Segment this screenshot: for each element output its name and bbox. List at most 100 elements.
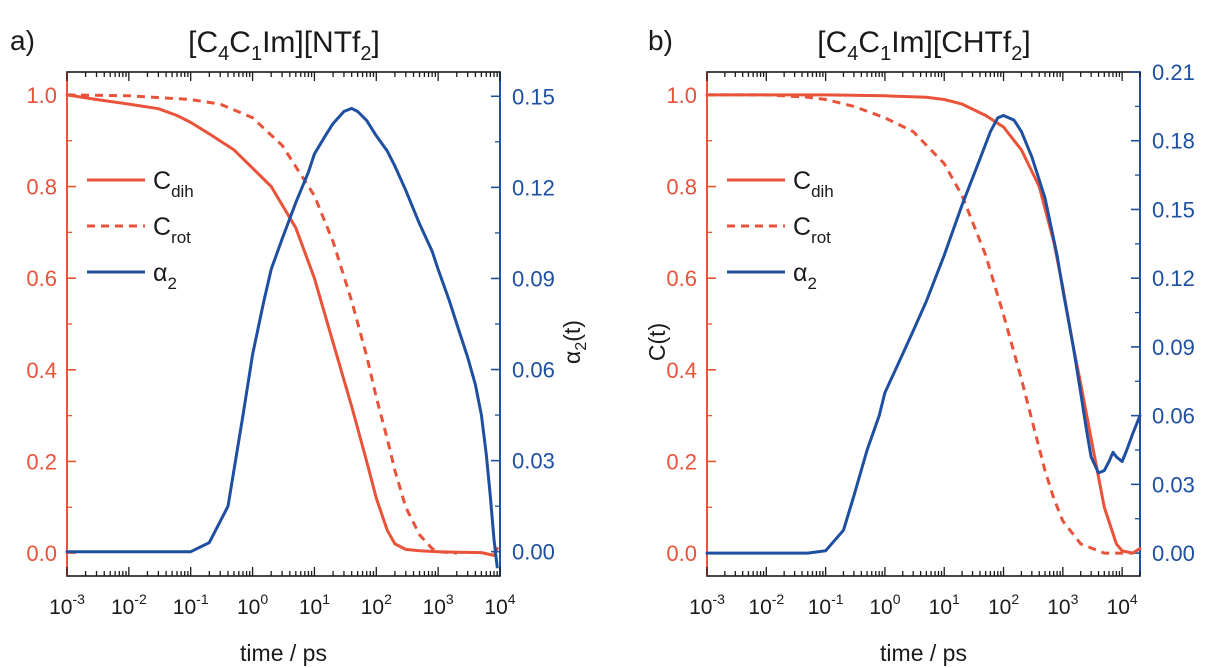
- legend-label-subscript: 2: [807, 274, 816, 293]
- x-tick-exponent: 2: [384, 591, 392, 607]
- x-tick-label: 102: [988, 591, 1019, 619]
- right-y-title-subscript: 2: [573, 342, 590, 351]
- x-tick-exponent: -1: [196, 591, 209, 607]
- left-y-tick-label: 0.6: [26, 266, 57, 291]
- x-tick-label: 10-3: [689, 591, 725, 619]
- legend-label: α2: [793, 259, 817, 293]
- title-text: ]: [1022, 26, 1030, 59]
- x-tick-base: 10: [299, 596, 322, 619]
- x-tick-exponent: 1: [952, 591, 960, 607]
- left-y-tick-label: 1.0: [666, 83, 697, 108]
- x-tick-label: 104: [1107, 591, 1138, 619]
- x-tick-exponent: 0: [260, 591, 268, 607]
- x-axis-title: time / ps: [240, 640, 327, 666]
- right-y-tick-label: 0.15: [512, 84, 555, 109]
- x-tick-label: 103: [423, 591, 454, 619]
- left-y-tick-label: 0.8: [26, 175, 57, 200]
- x-tick-base: 10: [111, 596, 134, 619]
- title-text: [C: [188, 26, 218, 59]
- legend-label-subscript: 2: [167, 274, 176, 293]
- x-tick-label: 100: [869, 591, 900, 619]
- x-tick-base: 10: [988, 596, 1011, 619]
- left-y-tick-label: 0.0: [666, 541, 697, 566]
- series-line-crot: [707, 93, 1133, 555]
- title-subscript: 1: [880, 43, 891, 65]
- x-tick-base: 10: [484, 596, 507, 619]
- legend-label-main: C: [793, 213, 811, 241]
- right-y-tick-label: 0.09: [1152, 335, 1195, 360]
- series-line-alpha2: [705, 114, 1142, 555]
- series-line-cdih: [65, 93, 499, 557]
- title-text: C: [229, 26, 251, 59]
- x-tick-base: 10: [173, 596, 196, 619]
- x-tick-label: 100: [237, 591, 268, 619]
- chart-title: [C4C1Im][NTf2]: [188, 26, 380, 65]
- left-y-tick-label: 0.2: [666, 449, 697, 474]
- x-tick-base: 10: [1047, 596, 1070, 619]
- right-y-title-suffix: (t): [559, 320, 585, 342]
- title-text: Im][CHTf: [891, 26, 1012, 59]
- left-y-tick-label: 0.4: [26, 358, 57, 383]
- right-y-tick-label: 0.03: [512, 449, 555, 474]
- x-tick-exponent: -3: [712, 591, 725, 607]
- right-y-tick-label: 0.15: [1152, 197, 1195, 222]
- x-tick-exponent: 2: [1011, 591, 1019, 607]
- legend-label: α2: [153, 259, 177, 293]
- x-axis-title: time / ps: [880, 640, 967, 666]
- title-text: ]: [372, 26, 380, 59]
- x-tick-exponent: -2: [134, 591, 147, 607]
- x-tick-exponent: 4: [1130, 591, 1138, 607]
- panel-letter: b): [648, 25, 673, 56]
- chart-title: [C4C1Im][CHTf2]: [817, 26, 1030, 65]
- x-tick-label: 101: [299, 591, 330, 619]
- x-tick-exponent: -1: [831, 591, 844, 607]
- x-tick-exponent: 4: [508, 591, 516, 607]
- left-y-tick-label: 0.8: [666, 175, 697, 200]
- x-tick-exponent: -2: [772, 591, 785, 607]
- x-tick-base: 10: [1107, 596, 1130, 619]
- series-line-crot: [66, 93, 457, 555]
- left-y-tick-label: 0.0: [26, 541, 57, 566]
- right-y-tick-label: 0.06: [1152, 404, 1195, 429]
- x-tick-base: 10: [929, 596, 952, 619]
- right-y-tick-label: 0.18: [1152, 129, 1195, 154]
- legend-label-main: α: [793, 259, 807, 287]
- chart-panel-a: a) [C4C1Im][NTf2]10-3 10-2 10-1 100 101 102 103…: [10, 25, 590, 666]
- right-y-tick-label: 0.12: [512, 175, 555, 200]
- left-y-axis-title: C(t): [644, 323, 670, 361]
- legend-label-main: α: [153, 259, 167, 287]
- right-y-tick-label: 0.09: [512, 266, 555, 291]
- x-tick-label: 104: [484, 591, 515, 619]
- title-subscript: 2: [1011, 43, 1022, 65]
- legend-label: Cdih: [793, 167, 834, 201]
- legend-label-subscript: rot: [171, 228, 191, 247]
- legend-label-subscript: dih: [811, 182, 834, 201]
- legend-label: Crot: [153, 213, 191, 247]
- x-tick-label: 103: [1047, 591, 1078, 619]
- title-subscript: 4: [218, 43, 229, 65]
- right-y-tick-label: 0.21: [1152, 60, 1195, 85]
- x-tick-base: 10: [808, 596, 831, 619]
- left-y-tick-label: 0.2: [26, 449, 57, 474]
- chart-panel-b: b) [C4C1Im][CHTf2]10-3 10-2 10-1 100 101 102 10…: [644, 25, 1195, 666]
- right-y-tick-label: 0.12: [1152, 266, 1195, 291]
- x-tick-label: 10-1: [173, 591, 209, 619]
- title-subscript: 4: [847, 43, 858, 65]
- right-y-tick-label: 0.03: [1152, 472, 1195, 497]
- x-tick-base: 10: [237, 596, 260, 619]
- x-tick-exponent: -3: [72, 591, 85, 607]
- right-y-tick-label: 0.00: [512, 540, 555, 565]
- x-tick-base: 10: [869, 596, 892, 619]
- legend-label-main: C: [153, 213, 171, 241]
- left-y-tick-label: 0.6: [666, 266, 697, 291]
- right-y-tick-label: 0.06: [512, 358, 555, 383]
- legend-label: Cdih: [153, 167, 194, 201]
- legend-label-main: C: [793, 167, 811, 195]
- right-y-title-main: α: [559, 351, 585, 364]
- right-y-axis-title: α2(t): [559, 320, 590, 364]
- x-tick-base: 10: [748, 596, 771, 619]
- panel-letter: a): [10, 25, 35, 56]
- x-tick-exponent: 0: [893, 591, 901, 607]
- legend-label-main: C: [153, 167, 171, 195]
